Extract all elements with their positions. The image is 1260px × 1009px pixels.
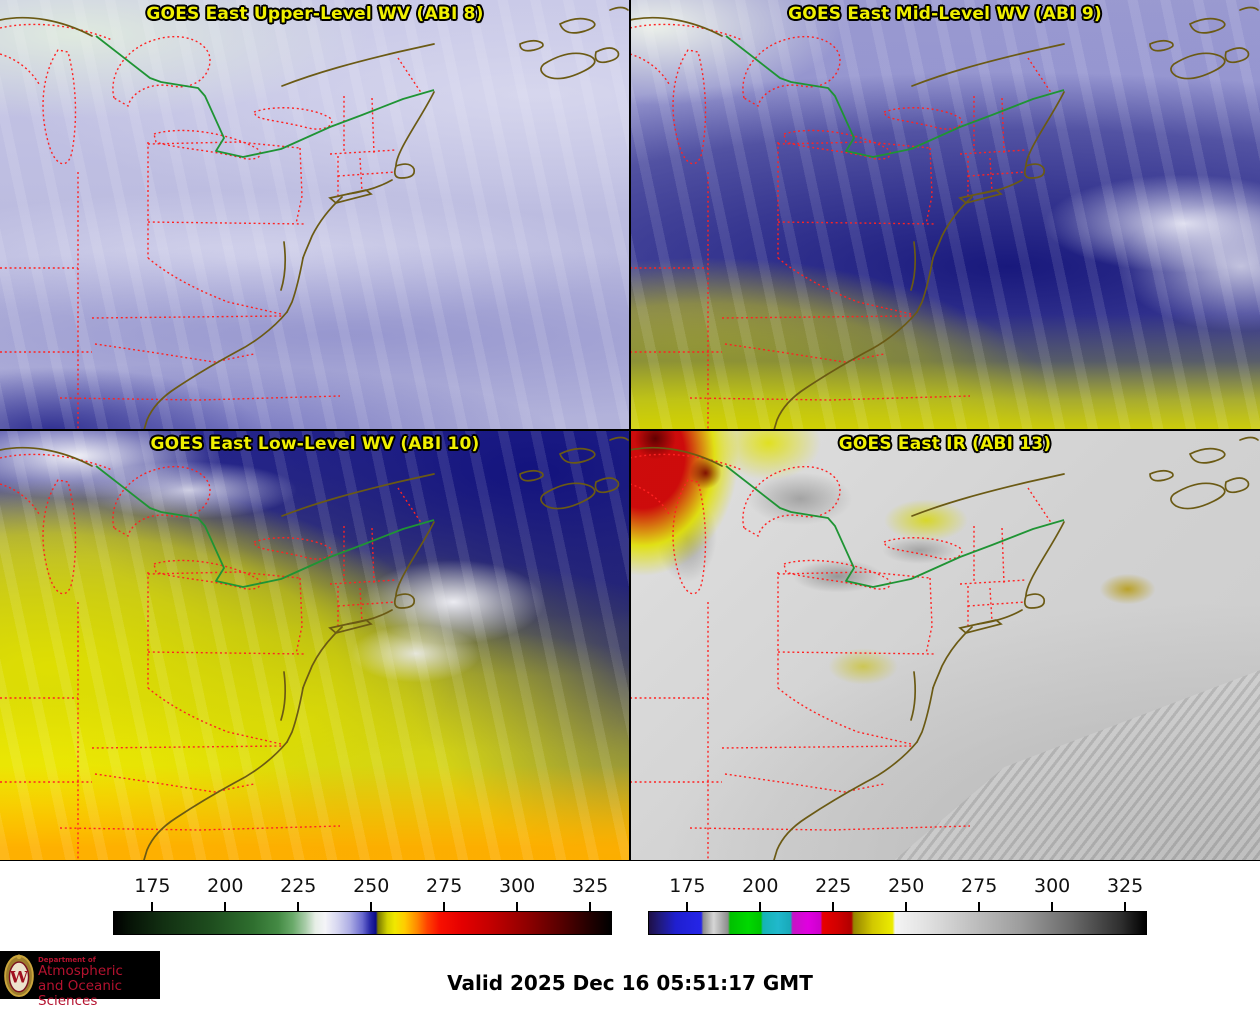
colorbar-tick-label: 250 bbox=[353, 875, 390, 897]
panel-ir: GOES East IR (ABI 13) bbox=[630, 430, 1260, 860]
logo-line1: Atmospheric bbox=[38, 963, 123, 979]
panel-title-abi8: GOES East Upper-Level WV (ABI 8) bbox=[146, 4, 484, 24]
colorbar-tick bbox=[978, 902, 981, 911]
imagery-texture bbox=[0, 0, 630, 430]
panel-mid-level-wv: GOES East Mid-Level WV (ABI 9) bbox=[630, 0, 1260, 430]
coastline bbox=[0, 436, 629, 860]
map-overlay-slot bbox=[630, 0, 1260, 430]
logo-department-label: Department of bbox=[38, 956, 96, 964]
colorbar-tick bbox=[905, 902, 908, 911]
colorbar-tick-label: 325 bbox=[1106, 875, 1144, 897]
colorbar-tick bbox=[297, 902, 300, 911]
map-overlay bbox=[630, 436, 1259, 860]
colorbar-tick-label: 200 bbox=[742, 875, 779, 897]
canada-border bbox=[95, 35, 435, 158]
map-overlay-slot bbox=[630, 430, 1260, 860]
colorbar-tick-label: 300 bbox=[498, 875, 536, 897]
imagery-texture bbox=[630, 0, 1260, 430]
colorbar-wv: 175 200 225 250 275 300 325 bbox=[113, 861, 612, 937]
quad-panel-grid: GOES East Upper-Level WV (ABI 8) bbox=[0, 0, 1260, 861]
colorbar-ir-ticks bbox=[648, 902, 1147, 911]
imagery-texture bbox=[0, 430, 630, 860]
panel-title-abi13: GOES East IR (ABI 13) bbox=[838, 434, 1052, 454]
coastline bbox=[0, 6, 629, 430]
colorbar-tick bbox=[589, 902, 592, 911]
coastline bbox=[630, 6, 1259, 430]
colorbar-tick bbox=[151, 902, 154, 911]
panel-title-abi10: GOES East Low-Level WV (ABI 10) bbox=[150, 434, 480, 454]
satellite-imagery-abi9 bbox=[630, 0, 1260, 430]
panel-title-abi9: GOES East Mid-Level WV (ABI 9) bbox=[788, 4, 1102, 24]
valid-timestamp: Valid 2025 Dec 16 05:51:17 GMT bbox=[447, 971, 813, 995]
panel-divider-horizontal bbox=[0, 429, 1260, 431]
colorbar-wv-labels: 175 200 225 250 275 300 325 bbox=[113, 875, 612, 899]
colorbar-ir: 175 200 225 250 275 300 325 bbox=[648, 861, 1147, 937]
map-overlay bbox=[630, 6, 1259, 430]
satellite-imagery-abi10 bbox=[0, 430, 630, 860]
colorbar-tick bbox=[832, 902, 835, 911]
colorbar-tick-label: 175 bbox=[669, 875, 706, 897]
state-borders bbox=[0, 23, 423, 430]
colorbar-tick bbox=[686, 902, 689, 911]
colorbar-tick-label: 225 bbox=[280, 875, 317, 897]
colorbar-tick bbox=[1051, 902, 1054, 911]
crest-letter: W bbox=[9, 968, 29, 987]
colorbar-tick-label: 225 bbox=[815, 875, 852, 897]
colorbar-ir-labels: 175 200 225 250 275 300 325 bbox=[648, 875, 1147, 899]
colorbar-tick bbox=[759, 902, 762, 911]
colorbar-wv-ticks bbox=[113, 902, 612, 911]
colorbar-tick bbox=[516, 902, 519, 911]
canada-border bbox=[725, 35, 1065, 158]
satellite-imagery-abi13 bbox=[630, 430, 1260, 860]
map-overlay-slot bbox=[0, 430, 630, 860]
state-borders bbox=[0, 453, 423, 860]
satellite-imagery-abi8 bbox=[0, 0, 630, 430]
panel-upper-level-wv: GOES East Upper-Level WV (ABI 8) bbox=[0, 0, 630, 430]
colorbar-tick-label: 250 bbox=[888, 875, 925, 897]
map-overlay bbox=[0, 436, 629, 860]
uw-aos-logo: W Department of Atmospheric and Oceanic … bbox=[0, 951, 160, 1009]
state-borders bbox=[630, 453, 1053, 860]
colorbar-tick-label: 275 bbox=[961, 875, 998, 897]
canada-border bbox=[95, 465, 435, 588]
map-overlay-slot bbox=[0, 0, 630, 430]
panel-low-level-wv: GOES East Low-Level WV (ABI 10) bbox=[0, 430, 630, 860]
canada-border bbox=[725, 465, 1065, 588]
colorbar-tick bbox=[224, 902, 227, 911]
colorbar-ir-gradient bbox=[648, 911, 1147, 935]
colorbar-tick bbox=[1124, 902, 1127, 911]
colorbar-tick-label: 300 bbox=[1033, 875, 1071, 897]
state-borders bbox=[630, 23, 1053, 430]
colorbar-tick bbox=[370, 902, 373, 911]
coastline bbox=[630, 436, 1259, 860]
legend-footer-area: 175 200 225 250 275 300 325 175 200 225 250 275 300… bbox=[0, 861, 1260, 1009]
uw-crest-icon: W bbox=[4, 954, 34, 997]
logo-text: Department of Atmospheric and Oceanic Sc… bbox=[38, 956, 160, 1009]
colorbar-wv-gradient bbox=[113, 911, 612, 935]
colorbar-tick-label: 325 bbox=[571, 875, 609, 897]
colorbar-tick-label: 200 bbox=[207, 875, 244, 897]
colorbar-tick-label: 275 bbox=[426, 875, 463, 897]
colorbar-tick-label: 175 bbox=[134, 875, 171, 897]
colorbar-tick bbox=[443, 902, 446, 911]
map-overlay bbox=[0, 6, 629, 430]
